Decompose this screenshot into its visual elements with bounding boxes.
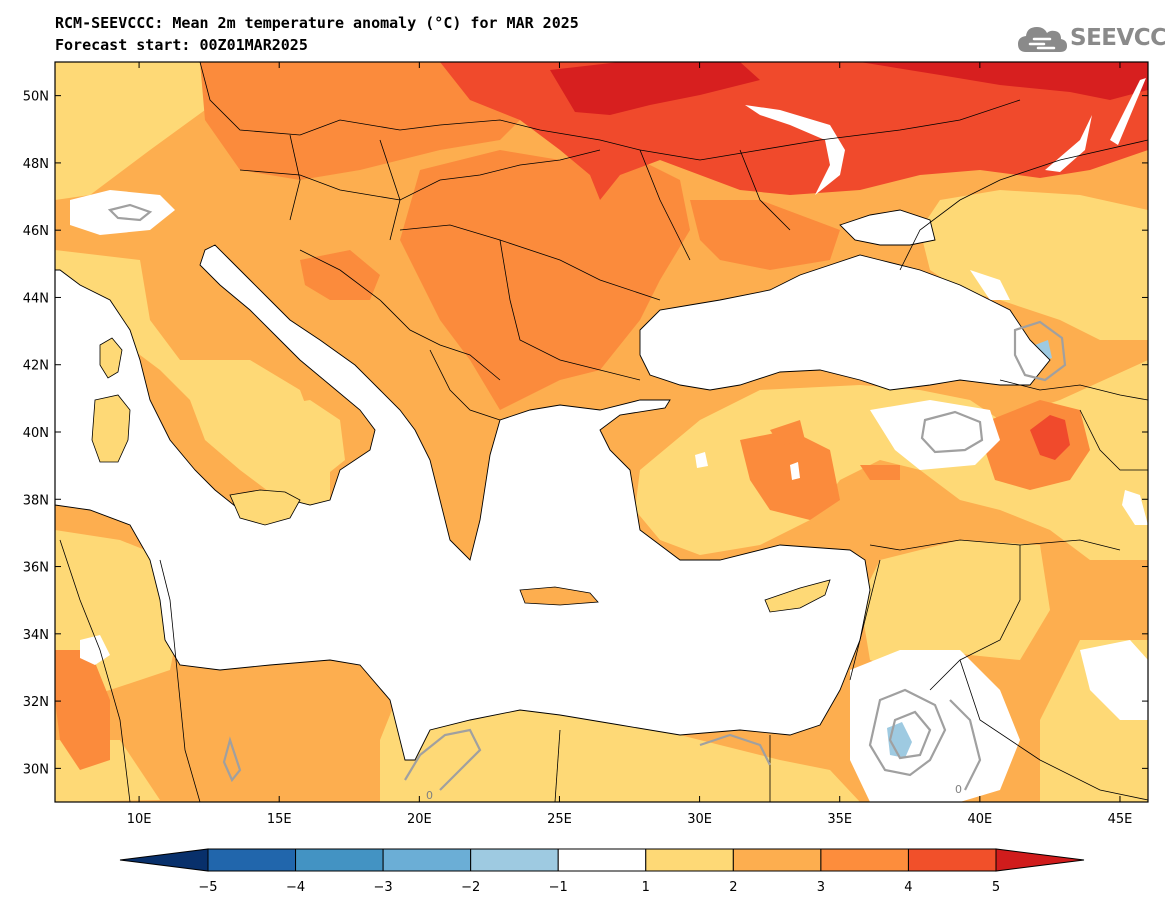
colorbar-segment bbox=[732, 848, 822, 872]
lat-tick-label: 44N bbox=[23, 291, 49, 306]
colorbar-tick-label: −1 bbox=[549, 880, 568, 895]
colorbar-tick-label: −3 bbox=[374, 880, 393, 895]
lon-tick-label: 30E bbox=[687, 812, 712, 827]
colorbar-right-arrow bbox=[995, 848, 1085, 872]
black-sea bbox=[639, 254, 1051, 391]
latitude-axis: 50N 48N 46N 44N 42N 40N 38N 36N 34N 32N 30N bbox=[23, 90, 1148, 777]
corsica bbox=[99, 337, 123, 379]
colorbar-tick-label: 2 bbox=[729, 880, 737, 895]
colorbar-tick-label: 1 bbox=[642, 880, 650, 895]
colorbar-left-arrow bbox=[119, 848, 209, 872]
sicily bbox=[229, 489, 301, 526]
crete bbox=[519, 586, 599, 606]
lat-tick-label: 34N bbox=[23, 628, 49, 643]
colorbar-tick-label: 3 bbox=[817, 880, 825, 895]
map-frame-content bbox=[55, 62, 1148, 802]
colorbar-tick-label: 4 bbox=[904, 880, 912, 895]
lat-tick-label: 30N bbox=[23, 762, 49, 777]
lon-tick-label: 40E bbox=[967, 812, 992, 827]
sea-of-azov bbox=[839, 209, 936, 246]
colorbar-segment bbox=[382, 848, 472, 872]
colorbar-segment bbox=[207, 848, 297, 872]
seevccc-logo: SEEVCCC bbox=[1016, 20, 1165, 56]
forecast-start-subtitle: Forecast start: 00Z01MAR2025 bbox=[55, 36, 308, 54]
lon-tick-label: 35E bbox=[827, 812, 852, 827]
map-title: RCM-SEEVCCC: Mean 2m temperature anomaly… bbox=[55, 14, 579, 32]
lat-tick-label: 46N bbox=[23, 224, 49, 239]
lon-tick-label: 10E bbox=[127, 812, 152, 827]
lon-tick-label: 45E bbox=[1108, 812, 1133, 827]
colorbar-segment bbox=[645, 848, 734, 872]
lat-tick-label: 32N bbox=[23, 695, 49, 710]
lon-tick-label: 15E bbox=[267, 812, 292, 827]
colorbar-segment bbox=[907, 848, 997, 872]
colorbar-segment bbox=[557, 848, 647, 872]
lat-tick-label: 38N bbox=[23, 493, 49, 508]
colorbar-legend: −5 −4 −3 −2 −1 1 2 3 4 5 bbox=[119, 848, 1085, 895]
colorbar-segment bbox=[470, 848, 559, 872]
colorbar-tick-label: −2 bbox=[461, 880, 480, 895]
lon-tick-label: 25E bbox=[547, 812, 572, 827]
colorbar-tick-label: −4 bbox=[286, 880, 305, 895]
anomaly-zone-neutral bbox=[70, 190, 1148, 802]
colorbar-segment bbox=[295, 848, 384, 872]
colorbar-tick-label: −5 bbox=[198, 880, 217, 895]
lat-tick-label: 50N bbox=[23, 90, 49, 105]
colorbar-segment bbox=[820, 848, 909, 872]
anomaly-zone-gt5 bbox=[550, 62, 1148, 115]
contour-label: 0 bbox=[426, 789, 433, 802]
lat-tick-label: 48N bbox=[23, 157, 49, 172]
cloud-icon bbox=[1018, 27, 1067, 52]
islands bbox=[91, 337, 831, 613]
lat-tick-label: 42N bbox=[23, 359, 49, 374]
logo-text: SEEVCCC bbox=[1070, 25, 1165, 51]
lat-tick-label: 40N bbox=[23, 426, 49, 441]
lat-tick-label: 36N bbox=[23, 561, 49, 576]
country-borders bbox=[59, 62, 1148, 802]
cyprus bbox=[764, 579, 831, 613]
longitude-axis: 10E 15E 20E 25E 30E 35E 40E 45E bbox=[127, 62, 1133, 827]
data-gap-streaks bbox=[745, 78, 1146, 195]
colorbar-tick-label: 5 bbox=[992, 880, 1000, 895]
lon-tick-label: 20E bbox=[407, 812, 432, 827]
zero-contours bbox=[107, 203, 1067, 791]
contour-label: 0 bbox=[955, 783, 962, 796]
sardinia bbox=[91, 394, 131, 463]
